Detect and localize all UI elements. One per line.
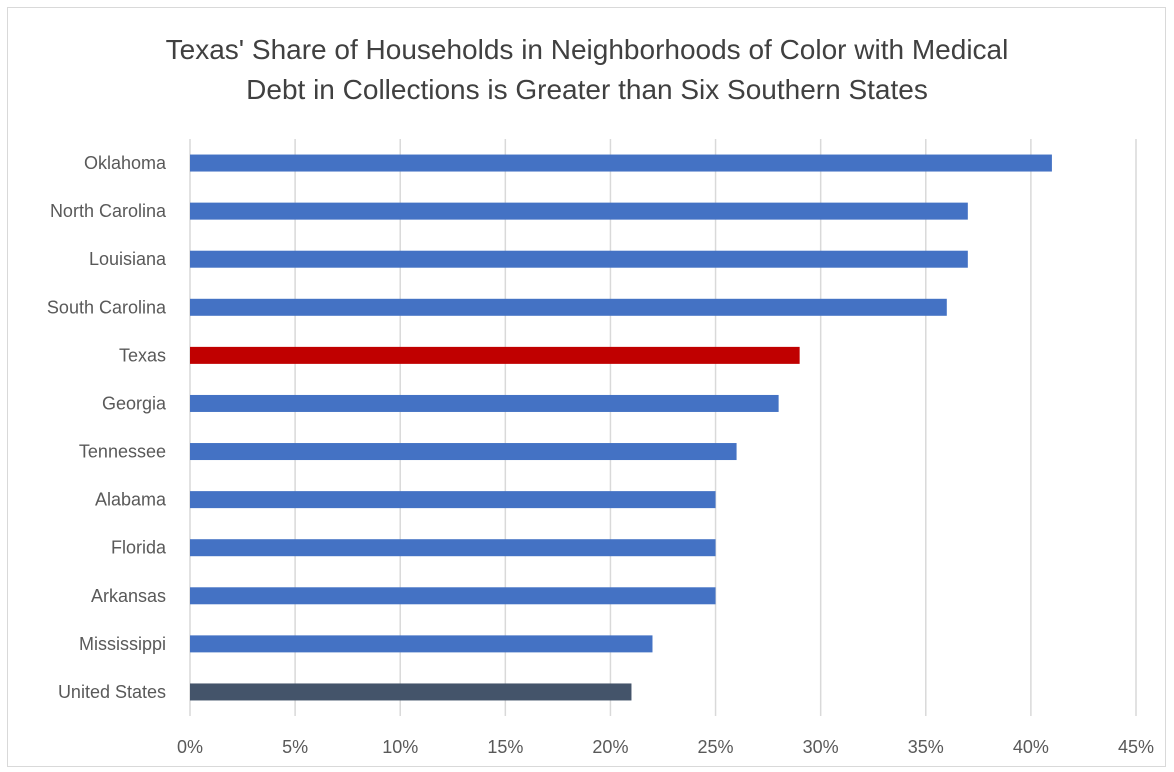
gridlines: [189, 139, 1137, 716]
x-tick-label: 45%: [1118, 737, 1154, 757]
chart-title: Texas' Share of Households in Neighborho…: [0, 30, 1174, 110]
x-tick-label: 0%: [177, 737, 203, 757]
x-tick-label: 30%: [803, 737, 839, 757]
category-label: South Carolina: [47, 297, 167, 317]
bars: [190, 154, 1052, 701]
bar: [190, 346, 800, 364]
category-label: Alabama: [95, 490, 167, 510]
category-label: Texas: [119, 345, 166, 365]
x-tick-label: 10%: [382, 737, 418, 757]
bar: [190, 635, 653, 653]
bar: [190, 587, 716, 605]
x-tick-label: 40%: [1013, 737, 1049, 757]
category-label: Florida: [111, 538, 167, 558]
bar: [190, 443, 737, 461]
category-label: Mississippi: [79, 634, 166, 654]
bar: [190, 394, 779, 412]
x-tick-label: 5%: [282, 737, 308, 757]
category-label: Arkansas: [91, 586, 166, 606]
x-tick-labels: 0% 5% 10% 15% 20% 25% 30% 35% 40% 45%: [177, 737, 1154, 757]
category-label: North Carolina: [50, 201, 167, 221]
bar: [190, 154, 1052, 172]
chart-title-line-1: Texas' Share of Households in Neighborho…: [165, 34, 1009, 65]
x-tick-label: 15%: [487, 737, 523, 757]
bar: [190, 250, 968, 268]
category-label: Louisiana: [89, 249, 167, 269]
bar: [190, 683, 632, 701]
x-tick-label: 25%: [698, 737, 734, 757]
bar: [190, 539, 716, 557]
category-label: Georgia: [102, 393, 167, 413]
category-label: Oklahoma: [84, 153, 167, 173]
category-labels: Oklahoma North Carolina Louisiana South Car…: [47, 153, 167, 702]
category-label: United States: [58, 682, 166, 702]
x-tick-label: 20%: [592, 737, 628, 757]
bar: [190, 491, 716, 509]
category-label: Tennessee: [79, 442, 166, 462]
x-tick-label: 35%: [908, 737, 944, 757]
bar: [190, 202, 968, 220]
bar: [190, 298, 947, 316]
chart-title-line-2: Debt in Collections is Greater than Six …: [246, 74, 928, 105]
